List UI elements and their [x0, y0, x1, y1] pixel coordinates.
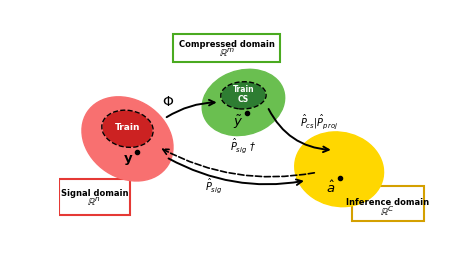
- Text: $\hat{P}_{sig}$ †: $\hat{P}_{sig}$ †: [230, 137, 256, 155]
- Text: Train: Train: [115, 123, 140, 132]
- Text: Train
CS: Train CS: [233, 85, 254, 104]
- Text: $\hat{P}_{sig}$: $\hat{P}_{sig}$: [205, 176, 223, 195]
- Text: $\tilde{y}$: $\tilde{y}$: [234, 113, 244, 131]
- FancyBboxPatch shape: [58, 179, 131, 215]
- Text: $\mathbb{R}^C$: $\mathbb{R}^C$: [380, 204, 395, 218]
- Text: Inference domain: Inference domain: [346, 198, 429, 206]
- Text: $\mathbb{R}^m$: $\mathbb{R}^m$: [218, 47, 235, 59]
- Ellipse shape: [82, 97, 173, 181]
- Ellipse shape: [222, 83, 265, 108]
- Ellipse shape: [103, 111, 152, 146]
- Text: Signal domain: Signal domain: [61, 189, 128, 198]
- FancyBboxPatch shape: [352, 186, 424, 221]
- Text: $\mathbf{y}$: $\mathbf{y}$: [123, 153, 133, 167]
- FancyBboxPatch shape: [173, 34, 280, 62]
- Text: $\mathbb{R}^n$: $\mathbb{R}^n$: [87, 196, 101, 208]
- Text: $\hat{a}$: $\hat{a}$: [326, 179, 336, 196]
- Ellipse shape: [202, 69, 285, 135]
- Text: Compressed domain: Compressed domain: [179, 40, 275, 49]
- Text: $\Phi$: $\Phi$: [162, 95, 174, 109]
- Ellipse shape: [295, 132, 383, 207]
- Text: $\hat{P}_{cs}|\hat{P}_{proj}$: $\hat{P}_{cs}|\hat{P}_{proj}$: [300, 112, 338, 131]
